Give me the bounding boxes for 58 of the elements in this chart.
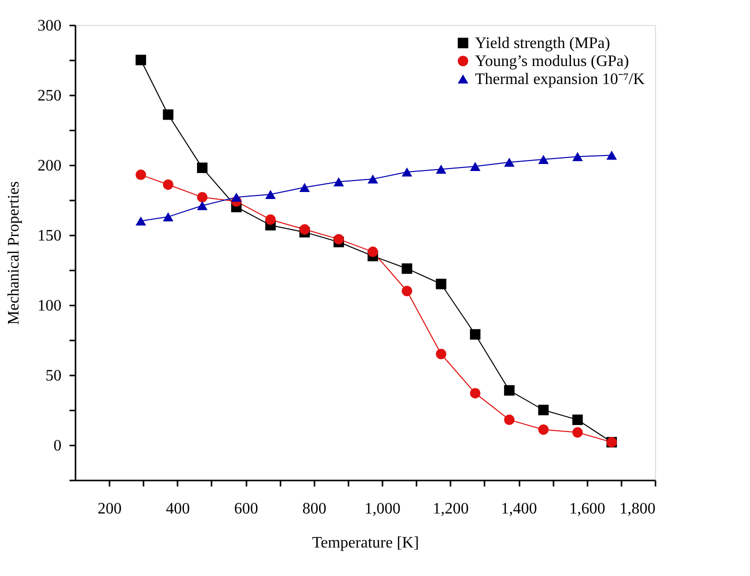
x-tick-label: 1,200 xyxy=(432,500,469,518)
point xyxy=(136,54,146,66)
legend-label: Thermal expansion 10⁻⁷/K xyxy=(475,71,646,88)
legend-label: Yield strength (MPa) xyxy=(475,35,610,52)
point xyxy=(606,150,617,160)
y-tick-label: 200 xyxy=(38,158,62,174)
point xyxy=(265,214,276,225)
point xyxy=(504,158,515,167)
point xyxy=(572,152,583,162)
point xyxy=(572,427,583,438)
point xyxy=(197,192,208,202)
point xyxy=(470,388,480,398)
point xyxy=(368,246,378,258)
point xyxy=(538,404,549,416)
point xyxy=(197,201,208,210)
x-tick-label: 1,800 xyxy=(620,500,656,518)
point xyxy=(231,192,242,202)
x-tick-label: 800 xyxy=(302,500,326,518)
point xyxy=(299,224,310,235)
point xyxy=(538,154,549,164)
point xyxy=(436,348,446,360)
point xyxy=(333,234,344,244)
x-tick-label: 1,600 xyxy=(569,500,606,518)
point xyxy=(299,182,310,192)
point xyxy=(197,162,208,174)
point xyxy=(470,162,480,171)
point xyxy=(504,414,515,426)
point xyxy=(538,424,549,435)
point xyxy=(436,278,446,290)
point xyxy=(162,109,174,120)
y-tick-label: 300 xyxy=(38,18,62,34)
y-axis-title: Mechanical Properties xyxy=(6,181,22,325)
y-tick-label: 100 xyxy=(38,298,62,314)
point xyxy=(572,414,583,426)
point xyxy=(504,385,515,396)
point xyxy=(402,286,412,296)
x-axis-title: Temperature [K] xyxy=(312,534,419,552)
point xyxy=(368,174,378,184)
x-tick-label: 1,400 xyxy=(501,500,538,518)
x-tick-label: 1,000 xyxy=(364,500,401,518)
legend-label: Young’s modulus (GPa) xyxy=(475,53,629,70)
point xyxy=(136,216,146,226)
point xyxy=(333,177,344,186)
x-tick-label: 600 xyxy=(234,500,258,518)
point xyxy=(470,329,480,340)
y-tick-label: 150 xyxy=(38,228,62,244)
y-tick-label: 250 xyxy=(38,88,62,104)
point xyxy=(136,170,146,180)
x-tick-label: 400 xyxy=(166,500,190,518)
point xyxy=(265,190,276,199)
point xyxy=(436,164,446,174)
point xyxy=(162,179,174,190)
x-tick-label: 200 xyxy=(98,500,122,518)
point xyxy=(402,167,412,177)
y-tick-label: 50 xyxy=(46,368,62,384)
point xyxy=(402,263,412,274)
y-tick-label: 0 xyxy=(54,438,62,454)
point xyxy=(162,212,174,222)
